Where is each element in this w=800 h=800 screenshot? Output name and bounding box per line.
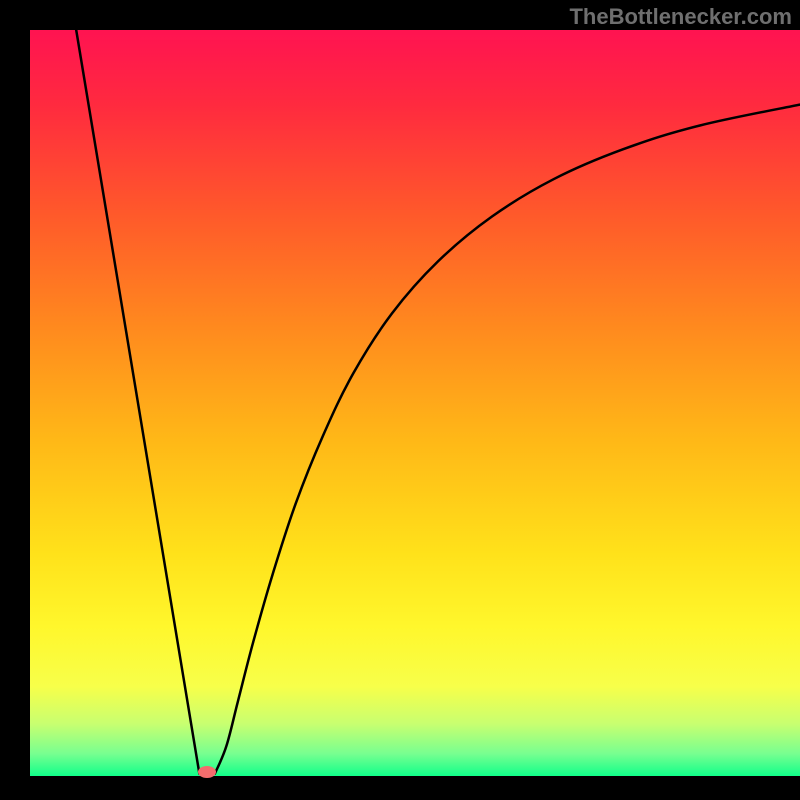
curve-right <box>215 105 800 774</box>
curve-left <box>76 30 199 774</box>
minimum-marker <box>198 766 216 778</box>
curve-svg <box>30 30 800 776</box>
plot-area <box>30 30 800 776</box>
watermark-text: TheBottlenecker.com <box>569 4 792 30</box>
chart-container: TheBottlenecker.com <box>0 0 800 800</box>
